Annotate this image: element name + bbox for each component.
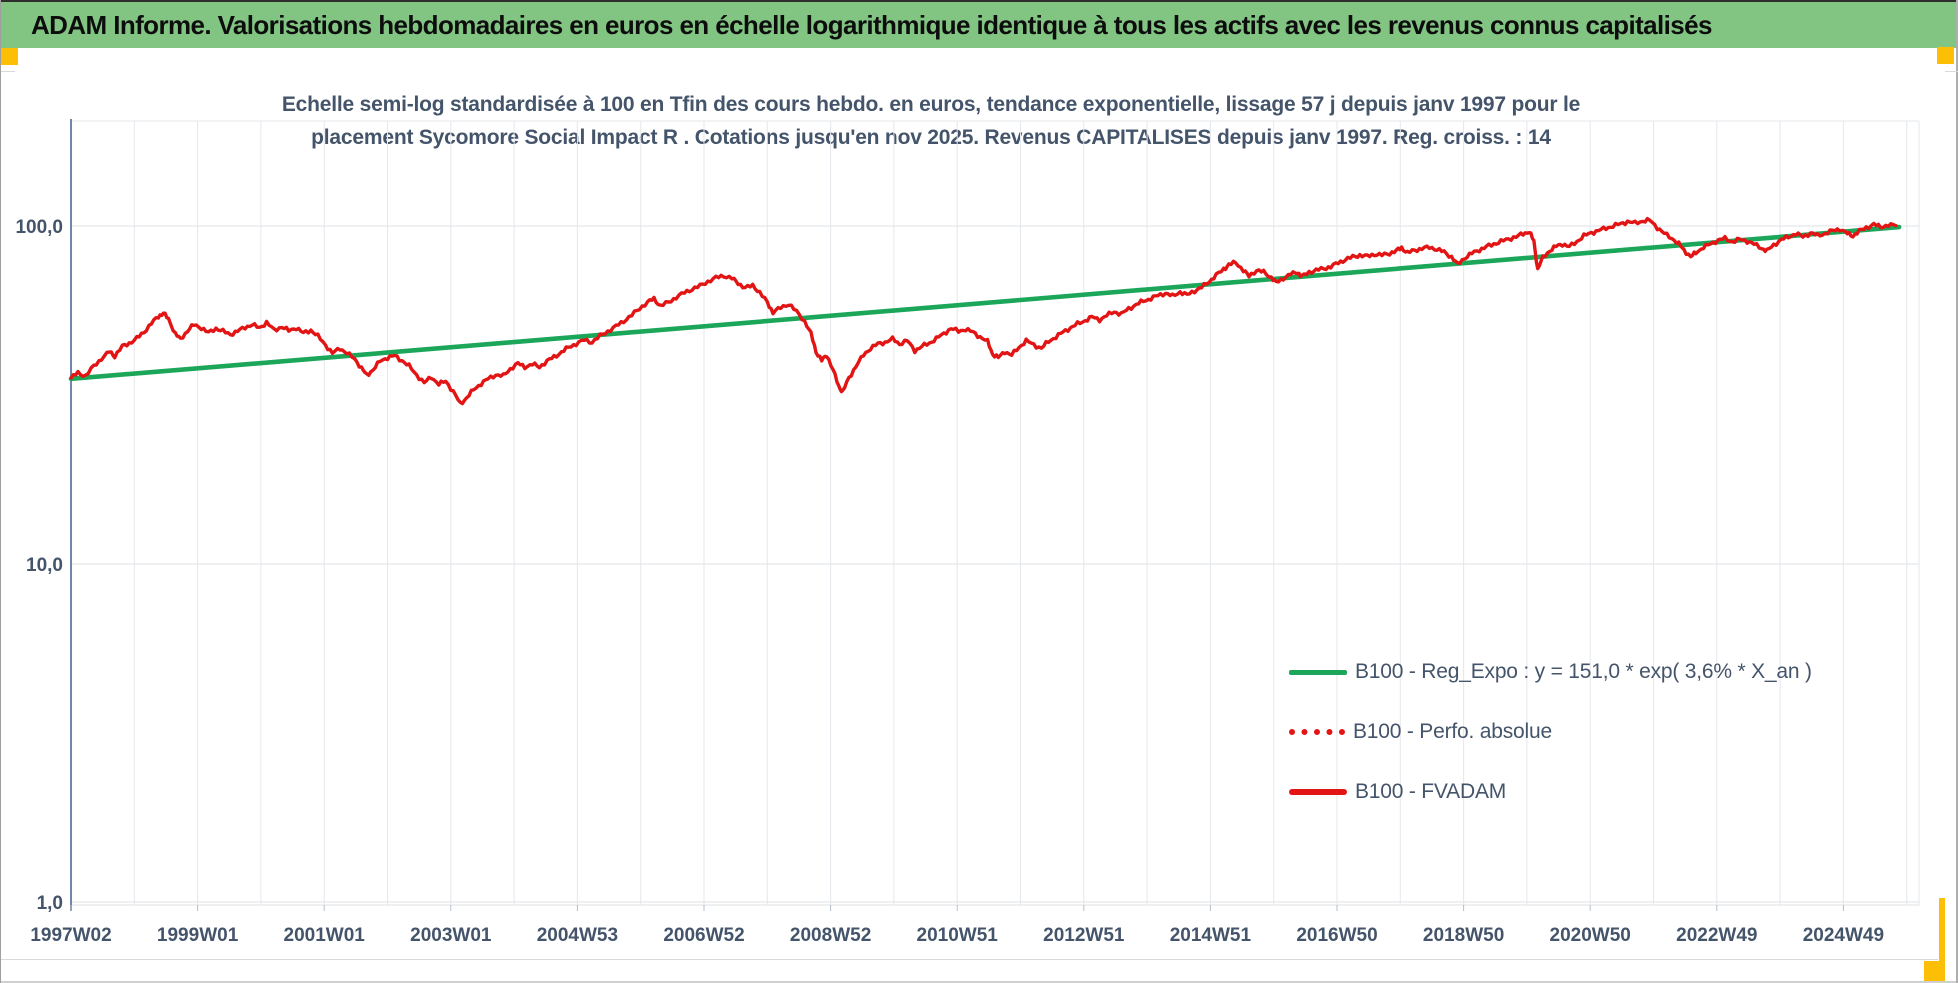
series-reg-expo-line <box>68 224 1902 382</box>
legend-item-perfo-absolue[interactable]: B100 - Perfo. absolue <box>1289 702 1812 762</box>
sheet-row-gridline-left <box>1 71 15 72</box>
x-axis-label: 2008W52 <box>790 925 871 946</box>
window-bottom-border <box>1 981 1956 983</box>
sheet-marker-right-strip <box>1939 898 1945 983</box>
header-title: ADAM Informe. Valorisations hebdomadaire… <box>31 9 1712 40</box>
x-axis-label: 2010W51 <box>917 925 999 946</box>
sheet-marker-top-right <box>1937 47 1954 64</box>
legend-label-fvadam: B100 - FVADAM <box>1355 780 1507 803</box>
x-axis-label: 1997W02 <box>30 925 111 946</box>
y-axis-label: 10,0 <box>26 555 63 576</box>
x-axis-label: 2003W01 <box>410 925 492 946</box>
chart-title: Echelle semi-log standardisée à 100 en T… <box>1 88 1861 154</box>
sheet-marker-bottom-right <box>1924 961 1945 983</box>
x-axis-label: 2016W50 <box>1296 925 1377 946</box>
legend-swatch-red-dotted-icon <box>1289 729 1345 735</box>
x-axis-label: 2012W51 <box>1043 925 1125 946</box>
x-axis-label: 2004W53 <box>537 925 618 946</box>
x-axis-label: 2001W01 <box>284 925 366 946</box>
legend-item-reg-expo[interactable]: B100 - Reg_Expo : y = 151,0 * exp( 3,6% … <box>1289 642 1812 702</box>
header-bar: ADAM Informe. Valorisations hebdomadaire… <box>1 0 1956 48</box>
x-axis-label: 1999W01 <box>157 925 239 946</box>
x-axis-label: 2022W49 <box>1676 925 1757 946</box>
chart-title-line-2: placement Sycomore Social Impact R . Cot… <box>311 126 1551 149</box>
legend: B100 - Reg_Expo : y = 151,0 * exp( 3,6% … <box>1289 642 1812 822</box>
sheet-row-gridline-right <box>1945 71 1958 72</box>
legend-swatch-green-line-icon <box>1289 669 1347 675</box>
series-fvadam-line <box>69 216 1898 406</box>
legend-label-reg-expo: B100 - Reg_Expo : y = 151,0 * exp( 3,6% … <box>1355 660 1812 683</box>
x-axis-label: 2018W50 <box>1423 925 1504 946</box>
x-axis-label: 2014W51 <box>1170 925 1252 946</box>
legend-label-perfo-absolue: B100 - Perfo. absolue <box>1353 720 1552 743</box>
sheet-marker-top-left <box>1 48 18 65</box>
legend-swatch-red-line-icon <box>1289 789 1347 795</box>
legend-item-fvadam[interactable]: B100 - FVADAM <box>1289 762 1812 822</box>
chart-title-line-1: Echelle semi-log standardisée à 100 en T… <box>281 93 1581 116</box>
y-axis-label: 1,0 <box>37 893 63 914</box>
x-axis-label: 2024W49 <box>1803 925 1884 946</box>
x-axis-label: 2020W50 <box>1550 925 1631 946</box>
x-axis-label: 2006W52 <box>663 925 744 946</box>
y-axis-label: 100,0 <box>15 217 63 238</box>
sheet-row-gridline-bottom <box>1 959 1938 960</box>
